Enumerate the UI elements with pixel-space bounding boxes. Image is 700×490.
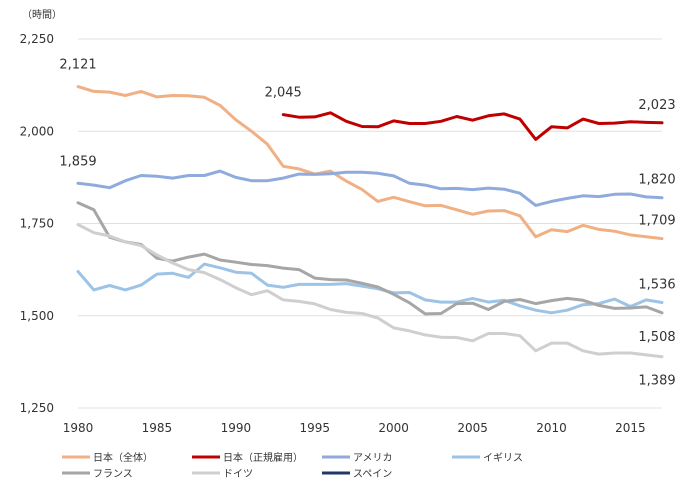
- data-label: 2,045: [265, 86, 302, 101]
- legend-item: 日本（正規雇用）: [192, 451, 303, 464]
- legend-label: イギリス: [483, 452, 523, 464]
- x-tick-label: 2010: [536, 421, 567, 435]
- legend-item: ドイツ: [192, 469, 253, 480]
- series-lines: [76, 85, 664, 359]
- legend-label: アメリカ: [353, 452, 393, 464]
- data-label: 1,536: [638, 277, 675, 292]
- x-axis-ticks: 1980 1985 1990 1995 2000 2005 2010 2015: [63, 421, 646, 435]
- data-label: 1,859: [59, 154, 96, 169]
- y-tick-label: 1,500: [20, 309, 54, 323]
- series-フランス-line: [76, 201, 664, 316]
- data-label: 1,709: [638, 214, 675, 229]
- x-tick-label: 2000: [378, 421, 409, 435]
- series-日本-正規雇用--line: [281, 111, 664, 141]
- gridlines: [78, 38, 662, 409]
- legend-label: ドイツ: [223, 469, 253, 480]
- y-tick-label: 1,250: [20, 401, 54, 415]
- x-tick-label: 1990: [221, 421, 252, 435]
- x-tick-label: 2005: [457, 421, 488, 435]
- data-label: 2,023: [638, 98, 675, 113]
- y-tick-label: 2,250: [20, 32, 54, 46]
- data-label: 1,820: [638, 173, 675, 188]
- legend-item: フランス: [62, 468, 133, 480]
- y-tick-label: 1,750: [20, 217, 54, 231]
- x-tick-label: 1995: [299, 421, 330, 435]
- legend-label: スペイン: [353, 469, 392, 480]
- legend-label: フランス: [93, 468, 133, 480]
- legend-item: スペイン: [322, 469, 392, 480]
- data-label: 1,508: [638, 330, 675, 345]
- legend-item: アメリカ: [322, 452, 393, 464]
- legend-item: 日本（全体）: [62, 451, 153, 464]
- y-tick-label: 2,000: [20, 124, 54, 138]
- legend-label: 日本（全体）: [93, 451, 153, 464]
- series-イギリス-line: [76, 262, 664, 315]
- series-日本-全体--line: [76, 85, 664, 241]
- x-tick-label: 2015: [615, 421, 646, 435]
- legend-label: 日本（正規雇用）: [223, 451, 303, 464]
- legend-item: イギリス: [452, 452, 523, 464]
- y-axis-unit-label: （時間）: [22, 9, 62, 21]
- data-label: 1,389: [638, 374, 675, 389]
- x-tick-label: 1980: [63, 421, 94, 435]
- y-axis-ticks: 1,250 1,500 1,750 2,000 2,250: [20, 32, 54, 415]
- series-ドイツ-line: [76, 223, 664, 359]
- data-label: 2,121: [59, 58, 96, 73]
- data-labels: 2,121 2,045 1,859 2,023 1,820 1,709 1,536 1,508…: [59, 58, 675, 389]
- series-アメリカ-line: [76, 169, 664, 207]
- x-tick-label: 1985: [142, 421, 173, 435]
